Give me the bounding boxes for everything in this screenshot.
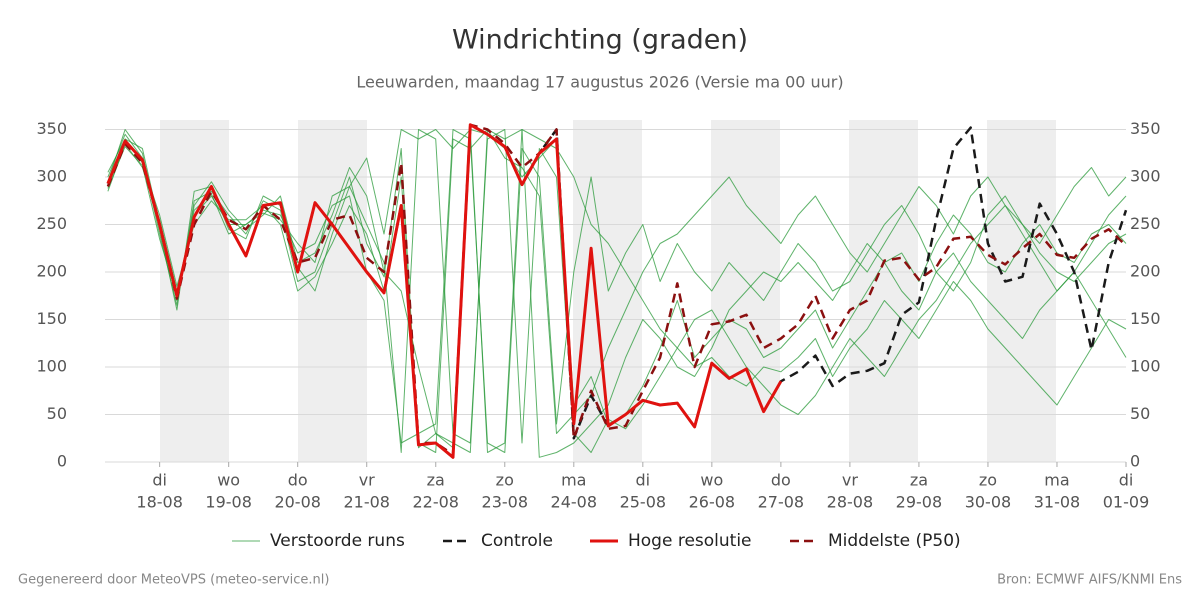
x-tick-sublabel: 18-08 [136, 493, 183, 512]
x-tick-label: za [427, 471, 445, 490]
x-tick-label: di [152, 471, 167, 490]
y2-tick-label: 0 [1130, 452, 1140, 471]
legend-label: Hoge resolutie [628, 531, 752, 551]
y-tick-label: 250 [36, 214, 67, 233]
x-tick-label: di [636, 471, 651, 490]
x-tick-label: wo [700, 471, 723, 490]
x-tick-label: ma [1044, 471, 1069, 490]
ensemble-line [107, 129, 1127, 453]
x-tick-sublabel: 26-08 [689, 493, 736, 512]
y2-tick-label: 300 [1130, 167, 1161, 186]
y2-tick-label: 250 [1130, 214, 1161, 233]
y-tick-label: 150 [36, 309, 67, 328]
y-tick-label: 0 [57, 452, 67, 471]
legend-label: Verstoorde runs [270, 531, 405, 551]
band [160, 120, 229, 462]
x-tick-label: vr [359, 471, 375, 490]
x-tick-sublabel: 01-09 [1103, 493, 1150, 512]
x-tick-sublabel: 27-08 [758, 493, 805, 512]
band [849, 120, 918, 462]
x-tick-sublabel: 24-08 [551, 493, 598, 512]
y-tick-label: 350 [36, 119, 67, 138]
footer-right: Bron: ECMWF AIFS/KNMI Ens [997, 573, 1182, 588]
y2-tick-label: 350 [1130, 119, 1161, 138]
x-tick-sublabel: 23-08 [482, 493, 529, 512]
legend-label: Controle [481, 531, 553, 551]
x-tick-sublabel: 21-08 [343, 493, 390, 512]
x-tick-label: do [771, 471, 791, 490]
x-tick-sublabel: 19-08 [205, 493, 252, 512]
x-tick-label: vr [842, 471, 858, 490]
ensemble-line [107, 129, 1127, 458]
x-tick-label: wo [217, 471, 240, 490]
y-tick-label: 200 [36, 262, 67, 281]
x-tick-label: ma [561, 471, 586, 490]
x-tick-label: do [288, 471, 308, 490]
series-line [106, 123, 1127, 456]
x-tick-sublabel: 28-08 [827, 493, 874, 512]
x-tick-sublabel: 30-08 [965, 493, 1012, 512]
chart-title: Windrichting (graden) [452, 25, 748, 56]
x-tick-label: zo [979, 471, 997, 490]
x-tick-label: za [910, 471, 928, 490]
y2-tick-label: 150 [1130, 309, 1161, 328]
y-tick-label: 300 [36, 167, 67, 186]
x-tick-sublabel: 20-08 [274, 493, 321, 512]
y2-tick-label: 100 [1130, 357, 1161, 376]
legend-label: Middelste (P50) [828, 531, 961, 551]
x-tick-sublabel: 31-08 [1034, 493, 1081, 512]
series-line [106, 123, 783, 459]
footer-left: Gegenereerd door MeteoVPS (meteo-service… [18, 573, 329, 588]
y-tick-label: 100 [36, 357, 67, 376]
legend: Verstoorde runs Controle Hoge resolutie Mid… [232, 531, 961, 551]
y2-tick-label: 200 [1130, 262, 1161, 281]
x-tick-sublabel: 22-08 [412, 493, 459, 512]
band [987, 120, 1056, 462]
y-tick-label: 50 [47, 404, 67, 423]
band [298, 120, 367, 462]
y2-tick-label: 50 [1130, 404, 1150, 423]
x-tick-label: zo [496, 471, 514, 490]
chart-subtitle: Leeuwarden, maandag 17 augustus 2026 (Ve… [356, 73, 843, 92]
x-tick-sublabel: 25-08 [620, 493, 667, 512]
x-tick-sublabel: 29-08 [896, 493, 943, 512]
x-tick-label: di [1119, 471, 1134, 490]
ensemble-line [107, 129, 1127, 453]
